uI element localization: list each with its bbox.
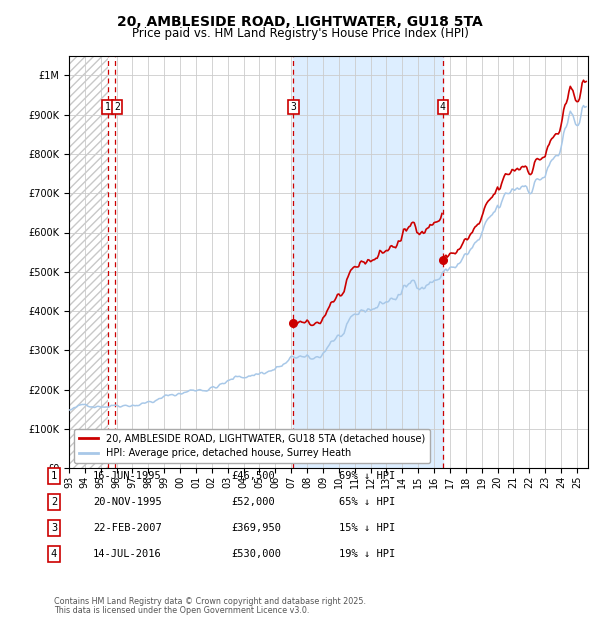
Text: This data is licensed under the Open Government Licence v3.0.: This data is licensed under the Open Gov… bbox=[54, 606, 310, 615]
Text: £369,950: £369,950 bbox=[231, 523, 281, 533]
Text: 65% ↓ HPI: 65% ↓ HPI bbox=[339, 497, 395, 507]
Bar bbox=[293, 56, 443, 468]
Text: 1: 1 bbox=[104, 102, 110, 112]
Text: 3: 3 bbox=[51, 523, 57, 533]
Text: 14-JUL-2016: 14-JUL-2016 bbox=[93, 549, 162, 559]
Text: 2: 2 bbox=[114, 102, 120, 112]
Text: 4: 4 bbox=[440, 102, 446, 112]
Text: 3: 3 bbox=[290, 102, 296, 112]
Text: 2: 2 bbox=[51, 497, 57, 507]
Text: 15% ↓ HPI: 15% ↓ HPI bbox=[339, 523, 395, 533]
Text: £530,000: £530,000 bbox=[231, 549, 281, 559]
Text: 22-FEB-2007: 22-FEB-2007 bbox=[93, 523, 162, 533]
Text: Price paid vs. HM Land Registry's House Price Index (HPI): Price paid vs. HM Land Registry's House … bbox=[131, 27, 469, 40]
Legend: 20, AMBLESIDE ROAD, LIGHTWATER, GU18 5TA (detached house), HPI: Average price, d: 20, AMBLESIDE ROAD, LIGHTWATER, GU18 5TA… bbox=[74, 428, 430, 463]
Text: 20, AMBLESIDE ROAD, LIGHTWATER, GU18 5TA: 20, AMBLESIDE ROAD, LIGHTWATER, GU18 5TA bbox=[117, 16, 483, 30]
Text: 19% ↓ HPI: 19% ↓ HPI bbox=[339, 549, 395, 559]
Text: 16-JUN-1995: 16-JUN-1995 bbox=[93, 471, 162, 481]
Text: 1: 1 bbox=[51, 471, 57, 481]
Text: £52,000: £52,000 bbox=[231, 497, 275, 507]
Text: 69% ↓ HPI: 69% ↓ HPI bbox=[339, 471, 395, 481]
Text: 4: 4 bbox=[51, 549, 57, 559]
Text: Contains HM Land Registry data © Crown copyright and database right 2025.: Contains HM Land Registry data © Crown c… bbox=[54, 597, 366, 606]
Text: 20-NOV-1995: 20-NOV-1995 bbox=[93, 497, 162, 507]
Text: £46,500: £46,500 bbox=[231, 471, 275, 481]
Bar bbox=[69, 56, 108, 468]
